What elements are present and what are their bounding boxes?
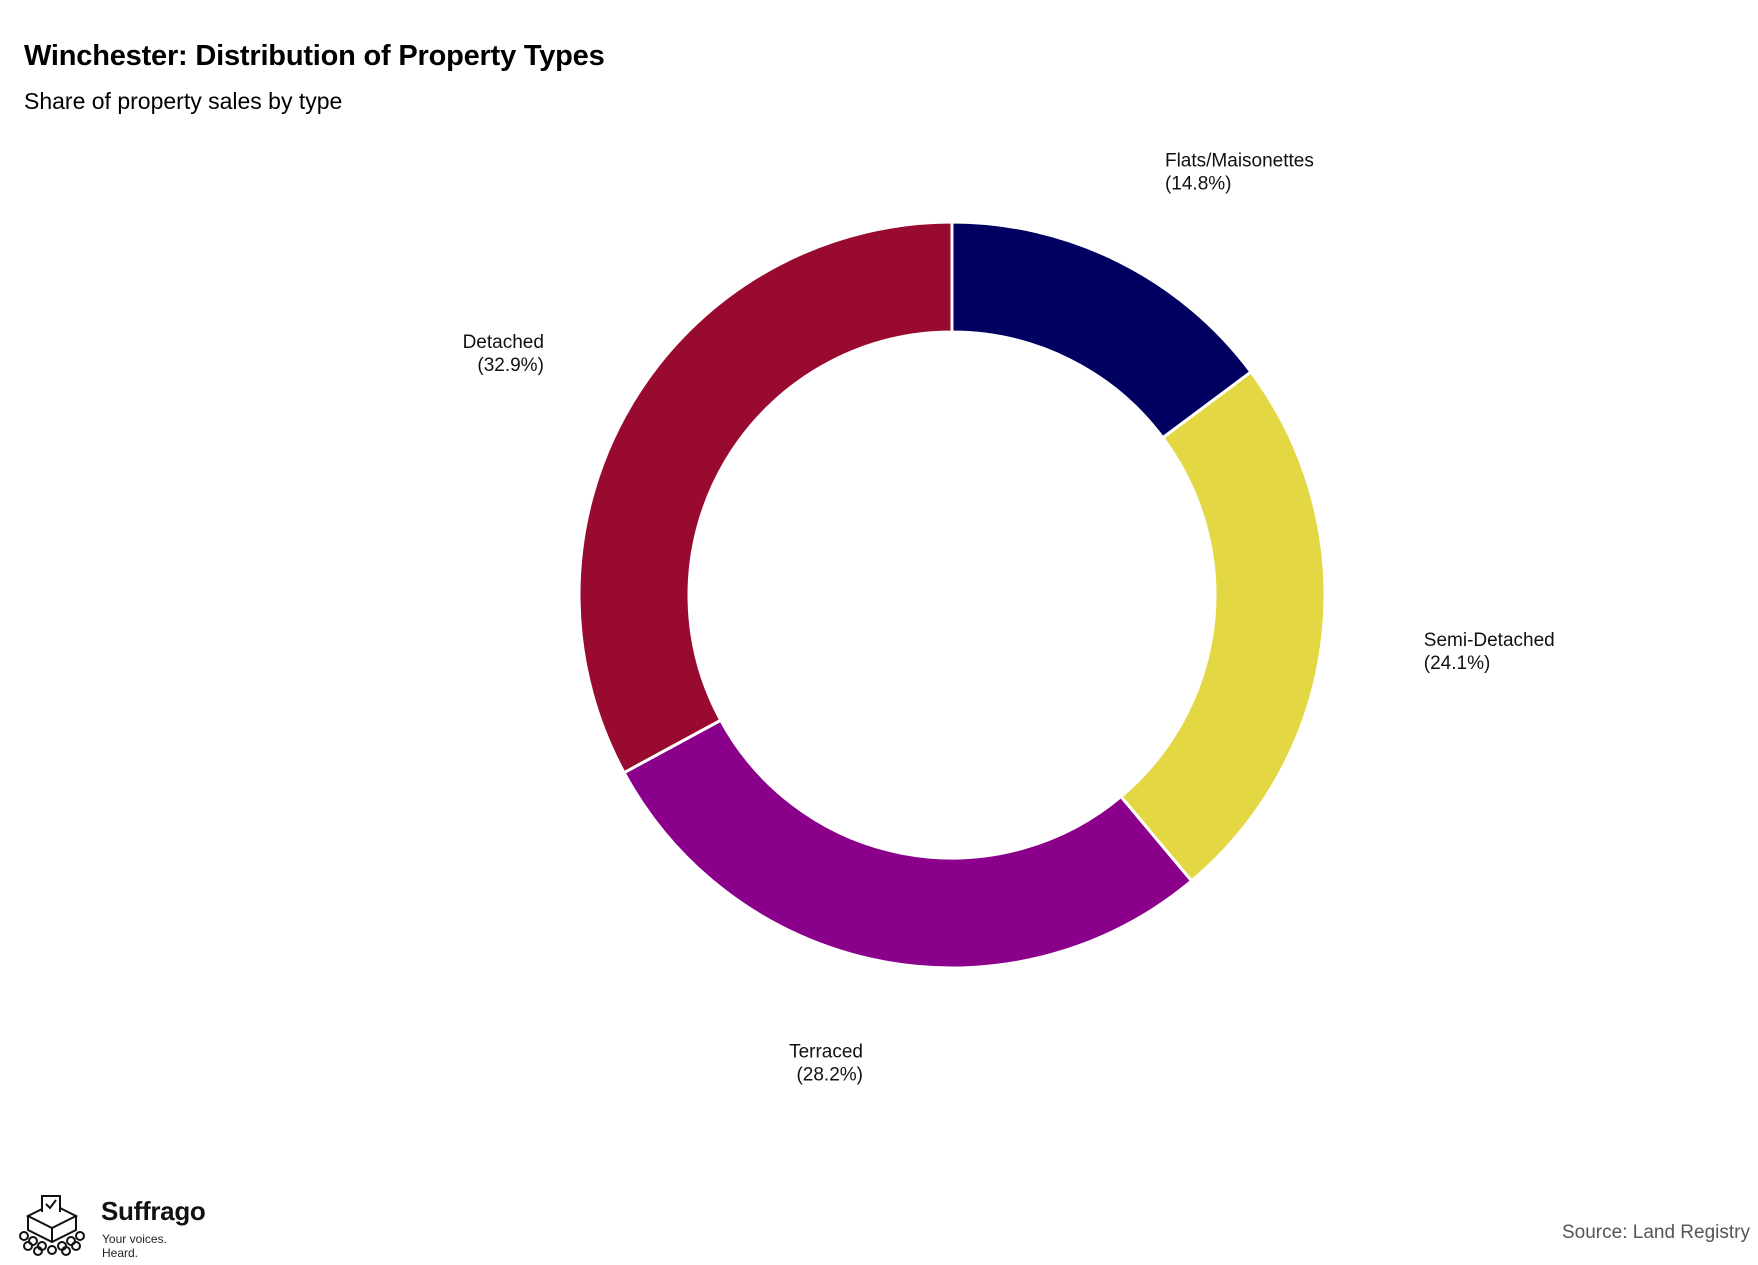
slice-label-value: (24.1%) xyxy=(1424,653,1491,674)
slice-semi-detached xyxy=(1118,369,1327,884)
slice-label-detached: Detached (32.9%) xyxy=(463,332,544,376)
slice-label-name: Terraced xyxy=(789,1042,863,1063)
ballot-box-logo-icon xyxy=(19,1195,85,1256)
slice-label-terraced: Terraced (28.2%) xyxy=(789,1042,863,1086)
slice-label-value: (14.8%) xyxy=(1165,173,1232,194)
slice-label-value: (32.9%) xyxy=(477,355,544,376)
brand-block: Suffrago Your voices. Heard. xyxy=(14,1192,206,1260)
source-note: Source: Land Registry xyxy=(1562,1222,1750,1243)
slice-terraced xyxy=(621,718,1194,970)
slice-label-flats-maisonettes: Flats/Maisonettes (14.8%) xyxy=(1165,150,1314,194)
slice-label-name: Semi-Detached xyxy=(1424,630,1555,651)
slice-labels: Flats/Maisonettes (14.8%) Semi-Detached (24… xyxy=(463,150,1555,1085)
brand-tagline: Your voices. Heard. xyxy=(102,1232,167,1260)
slice-label-name: Flats/Maisonettes xyxy=(1165,150,1314,171)
chart-subtitle: Share of property sales by type xyxy=(24,88,343,114)
slice-label-semi-detached: Semi-Detached (24.1%) xyxy=(1424,630,1555,674)
slice-label-name: Detached xyxy=(463,332,544,353)
donut-slices xyxy=(577,220,1327,970)
brand-name: Suffrago xyxy=(101,1196,206,1226)
slice-label-value: (28.2%) xyxy=(796,1065,863,1086)
slice-detached xyxy=(577,220,954,775)
chart-title: Winchester: Distribution of Property Typ… xyxy=(24,40,605,72)
